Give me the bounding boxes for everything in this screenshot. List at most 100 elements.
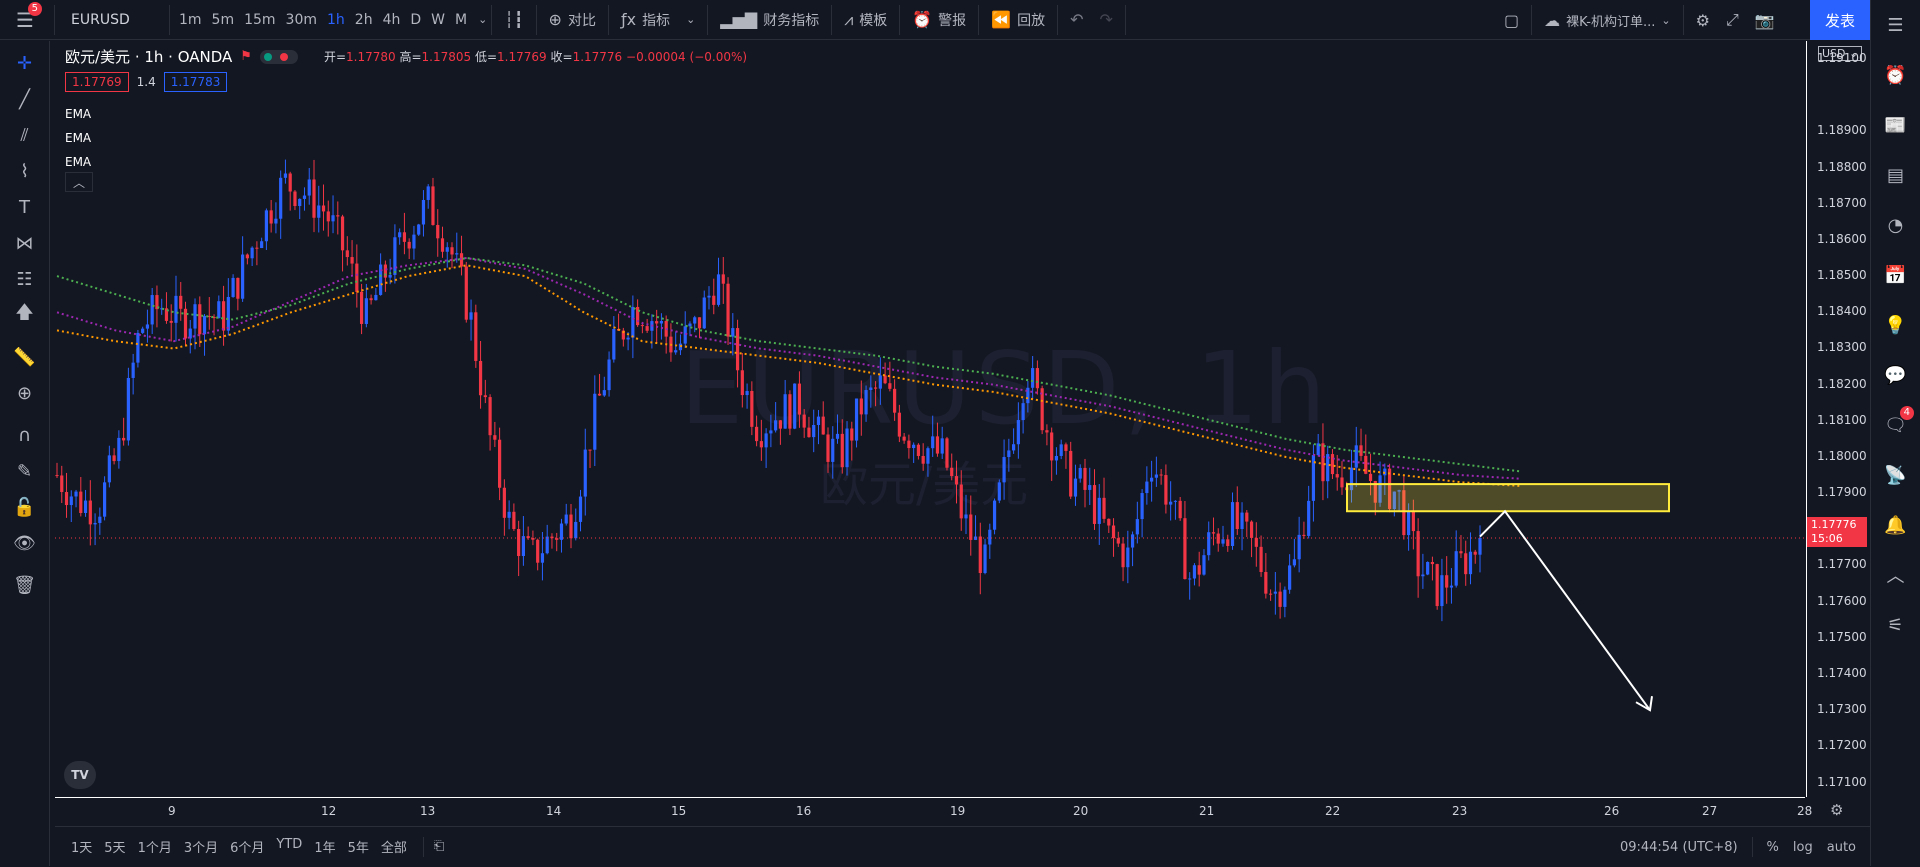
chat-button[interactable]: 💬 bbox=[1871, 350, 1920, 400]
sell-button[interactable]: 1.17769 bbox=[65, 72, 129, 92]
lock-draw-tool[interactable]: ✎ bbox=[0, 453, 49, 489]
range-button[interactable]: 5天 bbox=[104, 841, 126, 856]
fib-tool[interactable]: ⫽ bbox=[0, 117, 49, 153]
range-button[interactable]: 6个月 bbox=[230, 841, 265, 856]
layout-name-button[interactable]: ☁ 裸K-机构订单... ⌄ bbox=[1536, 11, 1678, 30]
interval-2h[interactable]: 2h bbox=[354, 11, 373, 28]
indicator-ema[interactable]: EMA bbox=[65, 155, 92, 169]
range-button[interactable]: 1个月 bbox=[137, 841, 172, 856]
square-icon: ▢ bbox=[1504, 10, 1520, 30]
news-button[interactable]: 📰 bbox=[1871, 100, 1920, 150]
trendline-tool[interactable]: ╱ bbox=[0, 81, 49, 117]
pattern-tool[interactable]: ⋈ bbox=[0, 225, 49, 261]
interval-1m[interactable]: 1m bbox=[179, 11, 202, 28]
snapshot-button[interactable]: 📷 bbox=[1747, 11, 1783, 30]
templates-button[interactable]: ⩘ 模板 bbox=[836, 10, 895, 30]
order-panel-button[interactable]: ︿ bbox=[1871, 550, 1920, 600]
settings-button[interactable]: ⚙ bbox=[1688, 11, 1718, 30]
time-axis[interactable] bbox=[55, 797, 1805, 823]
symbol-title[interactable]: 欧元/美元 · 1h · OANDA bbox=[65, 48, 233, 66]
ideas-button[interactable]: 💡 bbox=[1871, 300, 1920, 350]
buy-button[interactable]: 1.17783 bbox=[163, 72, 228, 92]
interval-D[interactable]: D bbox=[410, 11, 422, 28]
financials-button[interactable]: ▂▅▇ 财务指标 bbox=[712, 10, 827, 30]
goto-date-button[interactable]: ⎗ bbox=[434, 839, 444, 854]
text-tool[interactable]: T bbox=[0, 189, 49, 225]
candle-body bbox=[764, 433, 768, 448]
brush-tool[interactable]: ⌇ bbox=[0, 153, 49, 189]
clock[interactable]: 09:44:54 (UTC+8) bbox=[1619, 839, 1738, 855]
range-button[interactable]: 1年 bbox=[314, 841, 336, 856]
watchlist-button[interactable]: ☰ bbox=[1871, 0, 1920, 50]
interval-W[interactable]: W bbox=[431, 11, 445, 28]
candle-body bbox=[1283, 589, 1287, 607]
candle-body bbox=[321, 205, 326, 212]
projection-arrow[interactable] bbox=[1479, 509, 1651, 711]
alerts-button[interactable]: ⏰ bbox=[1871, 50, 1920, 100]
range-button[interactable]: 3个月 bbox=[183, 841, 219, 856]
candle-body bbox=[921, 455, 925, 464]
indicator-ema[interactable]: EMA bbox=[65, 107, 92, 121]
log-scale-button[interactable]: log bbox=[1792, 839, 1813, 855]
hotlist-button[interactable]: ◔ bbox=[1871, 200, 1920, 250]
candle-body bbox=[988, 529, 992, 545]
lock-tool[interactable]: 🔓 bbox=[0, 489, 49, 525]
menu-button[interactable]: ☰ 5 bbox=[0, 0, 50, 40]
hide-tool[interactable]: 👁 bbox=[0, 525, 49, 561]
candle-body bbox=[778, 420, 782, 429]
percent-scale-button[interactable]: % bbox=[1766, 839, 1779, 855]
range-button[interactable]: 5年 bbox=[347, 841, 369, 856]
ruler-tool[interactable]: 📏 bbox=[0, 339, 49, 375]
calendar-button[interactable]: 📅 bbox=[1871, 250, 1920, 300]
axis-settings-button[interactable]: ⚙ bbox=[1830, 801, 1843, 819]
candle-body bbox=[264, 210, 269, 242]
price-chart[interactable] bbox=[55, 41, 1805, 797]
range-button[interactable]: YTD bbox=[276, 837, 303, 852]
low-label: 低= bbox=[474, 50, 498, 64]
magnet-icon: ∩ bbox=[17, 424, 32, 446]
replay-button[interactable]: ⏪ 回放 bbox=[983, 10, 1053, 30]
fullscreen-button[interactable]: ⤢ bbox=[1718, 10, 1747, 30]
auto-scale-button[interactable]: auto bbox=[1826, 839, 1856, 855]
tradingview-logo[interactable]: TV bbox=[64, 761, 96, 789]
magnet-tool[interactable]: ∩ bbox=[0, 417, 49, 453]
dom-button[interactable]: ⚟ bbox=[1871, 600, 1920, 650]
range-button[interactable]: 1天 bbox=[71, 841, 93, 856]
interval-15m[interactable]: 15m bbox=[244, 11, 276, 28]
alert-button[interactable]: ⏰ 警报 bbox=[904, 10, 974, 30]
symbol-search[interactable]: EURUSD bbox=[71, 11, 130, 28]
chart-type-button[interactable]: ┆┇ bbox=[496, 10, 531, 29]
zoom-tool[interactable]: ⊕ bbox=[0, 375, 49, 411]
market-status-badge[interactable] bbox=[259, 49, 298, 64]
currency-selector[interactable]: USD ⌄ bbox=[1818, 46, 1863, 61]
interval-M[interactable]: M bbox=[454, 11, 468, 28]
arrow-tool[interactable]: 🡅 bbox=[0, 297, 49, 333]
redo-button[interactable]: ↷ bbox=[1091, 10, 1120, 29]
chevron-down-icon[interactable]: ⌄ bbox=[478, 13, 488, 26]
candle-body bbox=[888, 383, 892, 389]
indicators-button[interactable]: ƒx 指标 ⌄ bbox=[613, 10, 703, 30]
price-tick-label: 1.18200 bbox=[1817, 376, 1867, 391]
undo-button[interactable]: ↶ bbox=[1062, 10, 1091, 29]
interval-5m[interactable]: 5m bbox=[211, 11, 235, 28]
range-button[interactable]: 全部 bbox=[380, 841, 407, 856]
publish-button[interactable]: 发表 bbox=[1810, 0, 1870, 40]
candle-body bbox=[745, 391, 749, 396]
price-axis[interactable] bbox=[1806, 41, 1870, 797]
collapse-legend-button[interactable]: ︿ bbox=[65, 172, 93, 192]
indicator-ema[interactable]: EMA bbox=[65, 131, 92, 145]
crosshair-tool[interactable]: ✛ bbox=[0, 45, 49, 81]
candle-body bbox=[60, 475, 64, 493]
messages-button[interactable]: 🗨 4 bbox=[1871, 400, 1920, 450]
streams-button[interactable]: 📡 bbox=[1871, 450, 1920, 500]
data-window-button[interactable]: ▤ bbox=[1871, 150, 1920, 200]
interval-1h[interactable]: 1h bbox=[327, 11, 345, 28]
supply-zone-rectangle[interactable] bbox=[1346, 483, 1670, 513]
compare-button[interactable]: ⊕ 对比 bbox=[541, 10, 604, 30]
notifications-button[interactable]: 🔔 bbox=[1871, 500, 1920, 550]
delete-tool[interactable]: 🗑 bbox=[0, 567, 49, 603]
interval-4h[interactable]: 4h bbox=[382, 11, 401, 28]
forecast-tool[interactable]: ☷ bbox=[0, 261, 49, 297]
fullscreen-layout-button[interactable]: ▢ bbox=[1496, 11, 1527, 30]
interval-30m[interactable]: 30m bbox=[285, 11, 317, 28]
